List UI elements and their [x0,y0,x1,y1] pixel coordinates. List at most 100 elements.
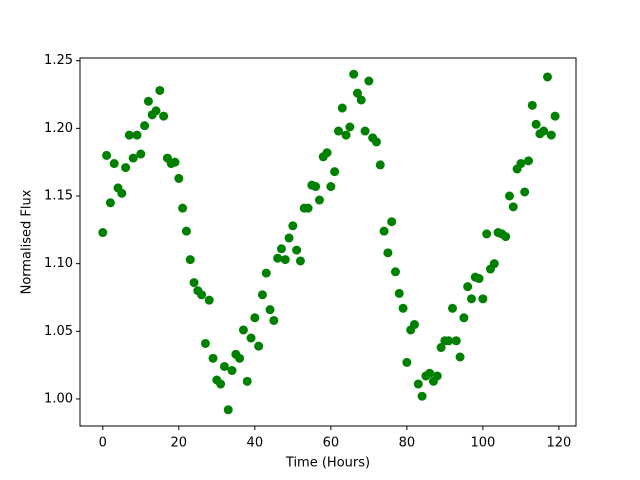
point [117,188,127,198]
point [333,126,343,136]
plot-frame [79,57,577,427]
point [121,163,131,173]
point [451,336,461,346]
point [398,303,408,313]
point [322,148,332,158]
point [261,268,271,278]
y-tick-label: 1.00 [44,391,73,406]
point [345,122,355,132]
point [189,278,199,288]
point [364,76,374,86]
point [197,290,207,300]
point [223,405,233,415]
point [109,159,119,169]
point [132,130,142,140]
point [170,157,180,167]
point [265,305,275,315]
point [242,376,252,386]
point [436,343,446,353]
point [352,88,362,98]
y-tick-label: 1.10 [44,256,73,271]
point [550,111,560,121]
point [360,126,370,136]
x-tick-label: 20 [171,436,188,451]
point [257,290,267,300]
point [516,159,526,169]
point [459,313,469,323]
point [136,149,146,159]
point [383,248,393,258]
point [402,357,412,367]
point [542,72,552,82]
point [159,111,169,121]
point [140,121,150,131]
point [413,379,423,389]
point [455,352,465,362]
point [474,274,484,284]
point [390,267,400,277]
point [288,221,298,231]
point [98,228,108,238]
point [337,103,347,113]
point [235,353,245,363]
point [284,233,294,243]
point [546,130,556,140]
point [219,361,229,371]
point [269,315,279,325]
point [326,182,336,192]
point [527,100,537,110]
y-tick-label: 1.05 [44,324,73,339]
point [124,130,134,140]
point [349,69,359,79]
point [128,153,138,163]
point [417,391,427,401]
point [409,320,419,330]
point [432,371,442,381]
point [238,325,248,335]
x-axis-label: Time (Hours) [285,456,370,471]
point [466,294,476,304]
point [463,282,473,292]
point [444,336,454,346]
point [178,203,188,213]
point [387,217,397,227]
point [292,245,302,255]
point [295,256,305,266]
y-tick-label: 1.15 [44,189,73,204]
point [276,244,286,254]
point [204,295,214,305]
point [254,341,264,351]
y-tick-label: 1.25 [44,53,73,68]
x-tick-label: 60 [323,436,340,451]
point [447,303,457,313]
point [520,187,530,197]
point [356,95,366,105]
point [185,255,195,265]
y-tick-label: 1.20 [44,121,73,136]
point [379,226,389,236]
point [314,195,324,205]
point [523,156,533,166]
point [280,255,290,265]
point [151,106,161,116]
point [102,150,112,160]
point [143,96,153,106]
point [105,198,115,208]
point [216,379,226,389]
point [250,313,260,323]
point [489,259,499,269]
x-tick-label: 120 [546,436,571,451]
point [174,173,184,183]
point [531,119,541,129]
x-tick-label: 40 [247,436,264,451]
point [371,137,381,147]
x-tick-label: 0 [99,436,107,451]
point [504,191,514,201]
point [181,226,191,236]
point [273,253,283,263]
point [246,333,256,343]
point [425,368,435,378]
point [227,366,237,376]
point [330,167,340,177]
point [311,182,321,192]
